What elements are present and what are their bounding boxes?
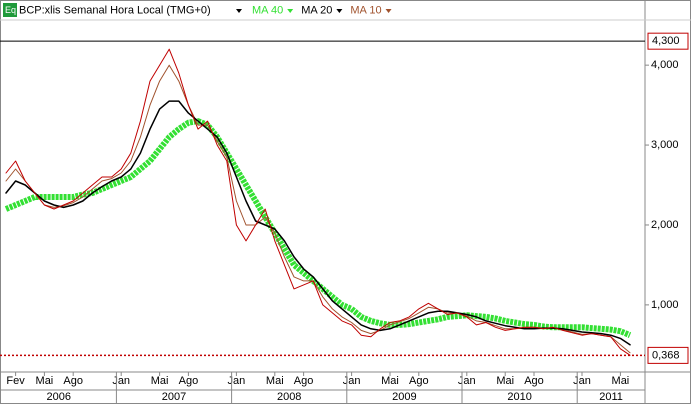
x-tick-label: Jan	[573, 375, 591, 387]
x-tick-label: Jan	[112, 375, 130, 387]
legend-entry[interactable]: MA 10	[350, 4, 381, 16]
x-tick-label: Jan	[343, 375, 361, 387]
series-line	[5, 48, 631, 356]
x-tick-label: Ago	[524, 375, 544, 387]
year-label: 2011	[599, 391, 623, 403]
year-label: 2010	[507, 391, 531, 403]
price-label: 0,368	[652, 349, 680, 361]
dropdown-arrow[interactable]	[385, 9, 392, 13]
x-tick-label: Ago	[63, 375, 83, 387]
x-tick-label: Mai	[151, 375, 169, 387]
year-label: 2008	[277, 391, 301, 403]
x-tick-label: Jan	[458, 375, 476, 387]
series-line	[4, 118, 632, 338]
series-line	[5, 100, 631, 346]
x-tick-label: Ago	[294, 375, 314, 387]
price-label: 4,300	[652, 35, 680, 47]
dropdown-arrow[interactable]	[236, 9, 242, 13]
year-label: 2006	[47, 391, 71, 403]
year-label: 2007	[162, 391, 186, 403]
series-line	[5, 64, 631, 354]
year-label: 2009	[392, 391, 416, 403]
badge: Eq	[5, 5, 16, 15]
x-tick-label: Mai	[266, 375, 284, 387]
y-tick-label: 2,000	[651, 219, 679, 231]
x-tick-label: Mai	[612, 375, 630, 387]
legend-entry[interactable]: MA 40	[252, 4, 283, 16]
chart-title: BCP:xlis Semanal Hora Local (TMG+0)	[19, 4, 211, 16]
y-tick-label: 1,000	[651, 299, 679, 311]
dropdown-arrow[interactable]	[287, 9, 294, 13]
x-tick-label: Ago	[409, 375, 429, 387]
dropdown-arrow[interactable]	[336, 9, 343, 13]
legend-entry[interactable]: MA 20	[301, 4, 332, 16]
x-tick-label: Mai	[381, 375, 399, 387]
y-tick-label: 3,000	[651, 139, 679, 151]
price-box	[647, 346, 689, 364]
price-box	[647, 32, 689, 50]
x-tick-label: Jan	[228, 375, 246, 387]
x-tick-label: Ago	[179, 375, 199, 387]
x-tick-label: Mai	[36, 375, 54, 387]
x-tick-label: Fev	[6, 375, 25, 387]
x-tick-label: Mai	[496, 375, 514, 387]
y-tick-label: 4,000	[651, 59, 679, 71]
badge-box	[3, 3, 17, 17]
